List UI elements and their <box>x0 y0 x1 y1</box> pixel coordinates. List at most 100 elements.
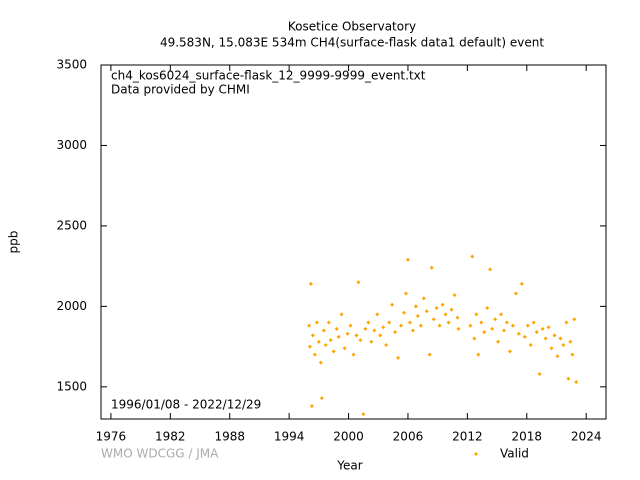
point <box>309 404 314 409</box>
point <box>456 326 461 331</box>
point <box>522 334 527 339</box>
point <box>375 312 380 317</box>
plot-frame <box>100 64 607 420</box>
point <box>358 338 363 343</box>
y-tick-label: 2000 <box>56 299 87 313</box>
point <box>496 339 501 344</box>
point <box>319 396 324 401</box>
point <box>405 257 410 262</box>
point <box>312 352 317 357</box>
point <box>310 333 315 338</box>
point <box>372 328 377 333</box>
point <box>570 352 575 357</box>
point <box>396 355 401 360</box>
point <box>323 342 328 347</box>
point <box>434 305 439 310</box>
x-tick-label: 1976 <box>96 430 127 444</box>
point <box>531 320 536 325</box>
point <box>384 342 389 347</box>
point <box>316 339 321 344</box>
y-axis-label: ppb <box>7 231 21 254</box>
point <box>369 339 374 344</box>
point <box>363 326 368 331</box>
annotation: 1996/01/08 - 2022/12/29 <box>111 398 261 412</box>
point <box>431 317 436 322</box>
chart-title: Kosetice Observatory <box>288 20 416 34</box>
point <box>566 376 571 381</box>
point <box>328 338 333 343</box>
point <box>390 302 395 307</box>
point <box>342 346 347 351</box>
point <box>528 342 533 347</box>
point <box>410 328 415 333</box>
point <box>336 334 341 339</box>
point <box>418 323 423 328</box>
credit: WMO WDCGG / JMA <box>101 447 219 461</box>
point <box>331 349 336 354</box>
point <box>499 312 504 317</box>
point <box>552 333 557 338</box>
legend-marker <box>474 452 478 456</box>
x-tick-label: 2000 <box>333 430 364 444</box>
y-tick-label: 3500 <box>56 58 87 72</box>
point <box>479 320 484 325</box>
point <box>413 304 418 309</box>
point <box>476 352 481 357</box>
point <box>321 328 326 333</box>
point <box>502 328 507 333</box>
point <box>387 320 392 325</box>
point <box>318 360 323 365</box>
point <box>393 330 398 335</box>
point <box>558 336 563 341</box>
point <box>399 323 404 328</box>
point <box>549 346 554 351</box>
point <box>314 320 319 325</box>
point <box>437 323 442 328</box>
point <box>354 333 359 338</box>
point <box>568 339 573 344</box>
point <box>507 349 512 354</box>
point <box>308 281 313 286</box>
legend-label: Valid <box>500 447 529 461</box>
point <box>402 310 406 315</box>
point <box>348 323 353 328</box>
point <box>472 336 477 341</box>
point <box>407 320 412 325</box>
point <box>339 312 344 317</box>
annotation: ch4_kos6024_surface-flask_12_9999-9999_e… <box>111 69 426 83</box>
x-tick-label: 2024 <box>571 430 602 444</box>
point <box>561 342 566 347</box>
point <box>326 320 331 325</box>
point <box>572 317 577 322</box>
point <box>427 352 432 357</box>
annotation: Data provided by CHMI <box>111 83 250 97</box>
point <box>452 293 457 298</box>
point <box>334 326 339 331</box>
point <box>564 320 569 325</box>
point <box>482 330 487 335</box>
point <box>356 280 361 285</box>
point <box>307 344 312 349</box>
point <box>546 325 551 330</box>
x-tick-label: 2018 <box>512 430 543 444</box>
point <box>485 305 490 310</box>
point <box>455 315 460 320</box>
x-tick-label: 1988 <box>214 430 245 444</box>
point <box>470 254 475 259</box>
point <box>424 309 429 314</box>
point <box>403 291 408 296</box>
y-tick-label: 2500 <box>56 218 87 232</box>
point <box>574 379 579 384</box>
point <box>474 312 479 317</box>
point <box>490 326 495 331</box>
chart-subtitle: 49.583N, 15.083E 534m CH4(surface-flask … <box>160 36 544 50</box>
y-tick-label: 3000 <box>56 138 87 152</box>
x-tick-label: 1994 <box>274 430 305 444</box>
point <box>366 320 371 325</box>
point <box>510 323 515 328</box>
point <box>449 307 454 312</box>
point <box>421 296 426 301</box>
point <box>513 291 518 296</box>
x-tick-label: 2012 <box>452 430 483 444</box>
